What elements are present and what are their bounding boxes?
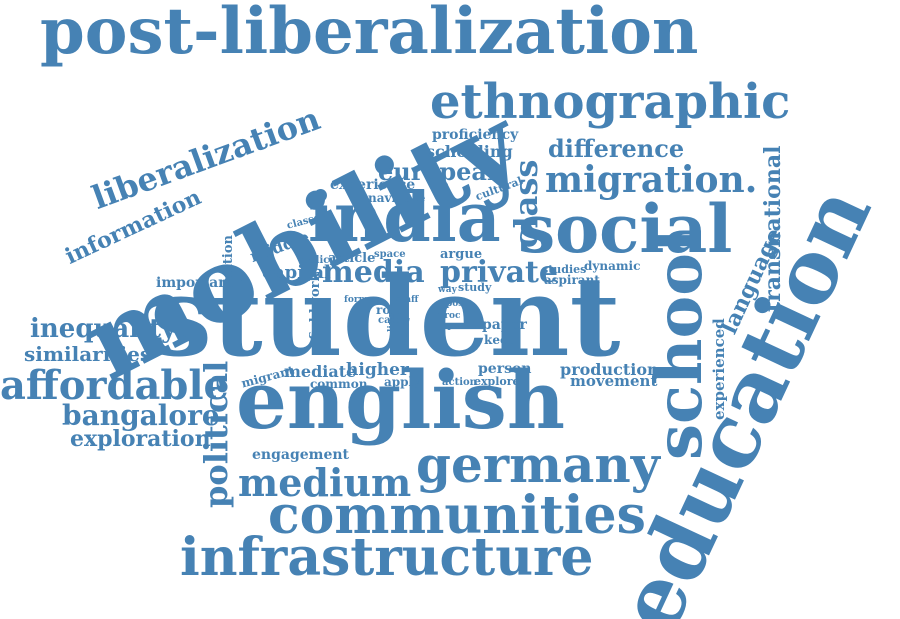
word-navigate: navigate <box>368 191 426 205</box>
word-fieldwork: fieldwork <box>308 272 323 340</box>
word-dynamic: dynamic <box>584 259 641 273</box>
word-higher: higher <box>346 360 409 380</box>
word-calm: calm <box>378 315 405 326</box>
word-studies: studies <box>542 263 587 276</box>
word-inequality: inequality <box>30 314 177 344</box>
word-infrastructure: infrastructure <box>180 527 594 588</box>
word-post: post <box>446 299 468 309</box>
word-role: role <box>376 303 403 317</box>
word-study: study <box>458 281 492 294</box>
word-space: space <box>374 249 406 260</box>
word-experienced: experienced <box>710 318 728 420</box>
word-proc: proc <box>438 311 461 321</box>
word-exploration: exploration <box>70 426 211 452</box>
word-post-liberalization: post-liberalization <box>40 0 699 69</box>
word-type: type <box>438 321 460 331</box>
word-common: common <box>310 377 368 391</box>
word-argue: argue <box>440 247 483 262</box>
word-schooling: schooling <box>426 142 513 161</box>
word-article: article <box>328 251 376 266</box>
word-communities: communities <box>268 485 646 546</box>
word-staff: staff <box>396 295 419 305</box>
word-explore: explore <box>474 375 520 388</box>
word-way: way <box>438 285 457 295</box>
word-india: india <box>308 178 501 258</box>
word-production: production <box>560 360 659 379</box>
word-political: political <box>197 360 235 508</box>
word-class: class <box>507 159 545 248</box>
word-important: important <box>156 275 235 291</box>
word-student: student <box>150 252 621 381</box>
word-paper: paper <box>482 317 527 333</box>
word-school: school <box>642 228 717 460</box>
word-engagement: engagement <box>252 447 350 463</box>
word-germany: germany <box>416 435 660 494</box>
word-keep: keep <box>484 333 516 347</box>
word-person: person <box>478 361 532 377</box>
word-mediate: mediate <box>284 362 357 381</box>
word-ethnographic: ethnographic <box>430 74 791 130</box>
word-private: private <box>440 255 558 290</box>
word-medium: medium <box>238 460 412 505</box>
word-difference: difference <box>548 134 685 163</box>
word-capital: capital <box>262 262 331 283</box>
word-affordable: affordable <box>0 362 230 409</box>
word-european: european <box>378 157 505 186</box>
word-bangalore: bangalore <box>62 399 220 432</box>
word-movement: movement <box>570 372 658 390</box>
word-migration: migration. <box>545 159 758 201</box>
word-english: english <box>236 353 565 447</box>
word-aspirant: aspirant <box>544 273 600 287</box>
word-action: action <box>442 377 477 388</box>
word-form: form <box>344 295 369 305</box>
word-similarities: similarities <box>24 342 152 366</box>
word-apply: apply <box>384 375 421 389</box>
word-policy: policy <box>302 255 336 266</box>
word-social: social <box>518 190 733 268</box>
word-experience: experience <box>330 177 416 193</box>
word-media: media <box>322 255 425 290</box>
word-proficiency: proficiency <box>432 127 519 143</box>
word-line: line <box>387 312 397 332</box>
